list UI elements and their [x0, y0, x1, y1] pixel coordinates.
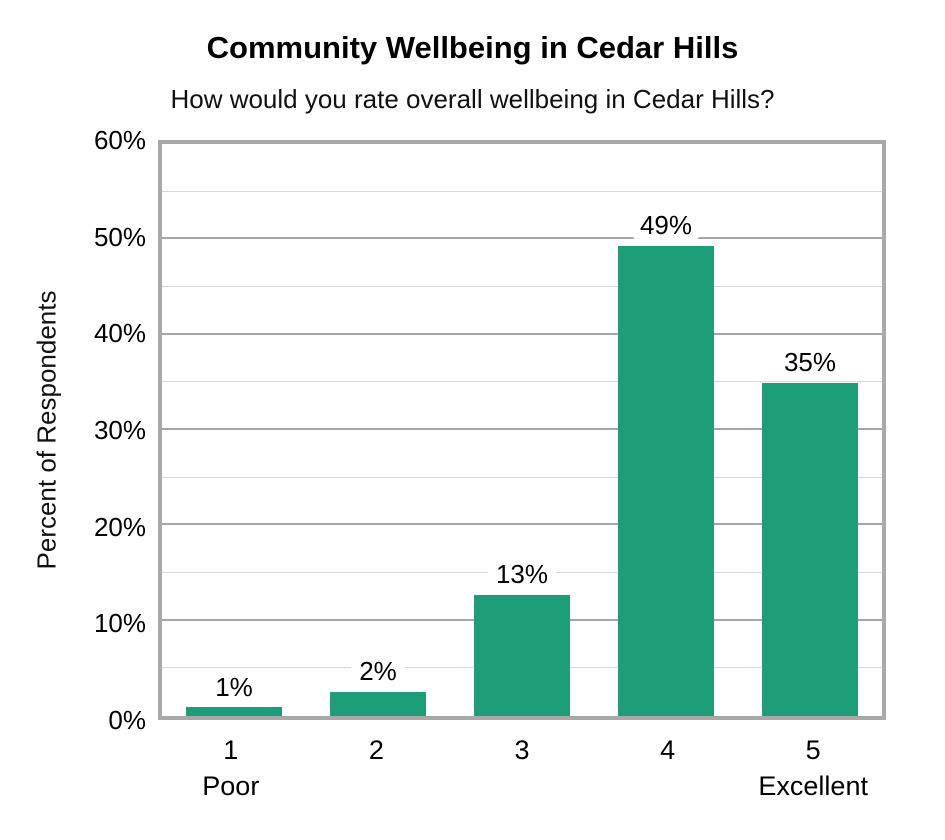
bar-value-label: 13%	[487, 559, 557, 590]
chart-title: Community Wellbeing in Cedar Hills	[206, 30, 739, 65]
x-tick-label: 3	[514, 735, 530, 765]
x-axis-sublabel: Excellent	[758, 771, 868, 801]
y-tick-label: 50%	[93, 221, 146, 252]
x-tick-label: 2	[368, 735, 384, 765]
bar-value-label: 2%	[351, 656, 405, 688]
bar-3	[474, 594, 570, 716]
bar-4	[618, 246, 714, 716]
y-tick-label: 20%	[93, 511, 146, 542]
major-gridline	[162, 428, 882, 430]
x-axis-sublabels: Poor Excellent	[158, 771, 886, 806]
minor-gridline	[162, 476, 882, 478]
y-tick-label: 0%	[108, 705, 146, 735]
bar-2	[330, 692, 426, 716]
major-gridline	[162, 237, 882, 240]
y-tick-label: 40%	[93, 318, 146, 349]
minor-gridline	[162, 286, 882, 287]
minor-gridline	[162, 190, 882, 192]
y-tick-label: 60%	[93, 125, 146, 155]
minor-gridline	[162, 381, 882, 383]
major-gridline	[162, 332, 882, 335]
chart-subtitle: How would you rate overall wellbeing in …	[170, 84, 775, 114]
y-tick-label: 30%	[93, 415, 146, 445]
x-tick-label: 5	[805, 735, 821, 765]
bar-value-label: 49%	[631, 210, 701, 242]
plot-area: 1% 2% 13% 49% 35%	[158, 140, 886, 720]
major-gridline	[162, 523, 882, 526]
bar-value-label: 1%	[207, 672, 261, 703]
x-tick-label: 4	[660, 735, 676, 765]
bar-5	[762, 383, 858, 716]
y-tick-label: 10%	[93, 608, 146, 639]
y-axis-tick-labels: 0% 10% 20% 30% 40% 50% 60%	[0, 127, 146, 733]
bar-1	[186, 707, 282, 716]
x-tick-label: 1	[223, 735, 239, 765]
bar-value-label: 35%	[775, 348, 845, 379]
x-axis-tick-labels: 1 2 3 4 5	[158, 735, 886, 770]
x-axis-sublabel: Poor	[202, 771, 260, 801]
